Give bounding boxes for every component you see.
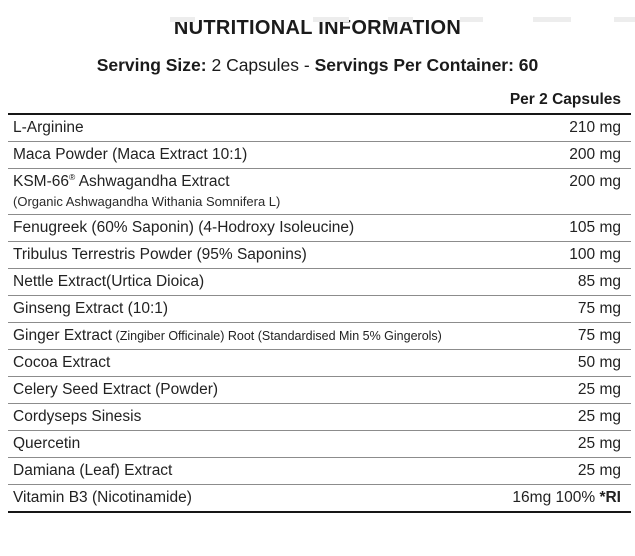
ingredient-name: Nettle Extract(Urtica Dioica): [13, 273, 205, 290]
serving-size-value: 2 Capsules -: [211, 55, 315, 75]
table-row: Ginger Extract (Zingiber Officinale) Roo…: [8, 323, 631, 350]
serving-size-label: Serving Size:: [96, 55, 212, 75]
ri-reference: *RI: [599, 489, 621, 506]
table-row: Damiana (Leaf) Extract 25 mg: [8, 458, 631, 485]
ingredient-name: Ginseng Extract (10:1): [13, 300, 169, 317]
table-row: Cocoa Extract 50 mg: [8, 350, 631, 377]
ingredient-name: Cordyseps Sinesis: [13, 408, 142, 425]
ingredient-amount: 16mg 100% *RI: [512, 489, 621, 506]
table-row: L-Arginine 210 mg: [8, 115, 631, 142]
ingredient-name: Celery Seed Extract (Powder): [13, 381, 219, 398]
column-header-per-2-capsules: Per 2 Capsules: [8, 91, 631, 115]
table-row: Quercetin 25 mg: [8, 431, 631, 458]
ingredient-name: Fenugreek (60% Saponin) (4-Hodroxy Isole…: [13, 219, 355, 236]
scan-artifact: [313, 17, 349, 22]
table-row: Maca Powder (Maca Extract 10:1) 200 mg: [8, 142, 631, 169]
ingredient-amount: 75 mg: [577, 327, 621, 344]
ingredient-amount: 210 mg: [569, 119, 621, 136]
ingredient-amount: 25 mg: [577, 462, 621, 479]
ingredient-name: Quercetin: [13, 435, 81, 452]
ingredient-name: Cocoa Extract: [13, 354, 111, 371]
ingredient-amount: 25 mg: [577, 381, 621, 398]
ingredient-amount: 50 mg: [577, 354, 621, 371]
ingredient-amount: 200 mg: [569, 173, 621, 190]
ingredient-amount: 200 mg: [569, 146, 621, 163]
ingredient-detail: (Zingiber Officinale) Root (Standardised…: [112, 329, 442, 343]
ingredient-name: Damiana (Leaf) Extract: [13, 462, 173, 479]
table-row: Ginseng Extract (10:1) 75 mg: [8, 296, 631, 323]
ingredient-name: Tribulus Terrestris Powder (95% Saponins…: [13, 246, 307, 263]
ingredient-amount: 25 mg: [577, 435, 621, 452]
ingredient-amount: 75 mg: [577, 300, 621, 317]
serving-info: Serving Size: 2 Capsules - Servings Per …: [0, 55, 635, 76]
scan-artifact: [170, 17, 195, 22]
nutrition-label: { "title": "NUTRITIONAL INFORMATION", "s…: [0, 17, 635, 556]
ingredient-name: Vitamin B3 (Nicotinamide): [13, 489, 192, 506]
registered-trademark-symbol: ®: [69, 171, 76, 182]
table-row: Tribulus Terrestris Powder (95% Saponins…: [8, 242, 631, 269]
table-row: KSM-66® Ashwagandha Extract 200 mg (Orga…: [8, 169, 631, 215]
ingredient-name: L-Arginine: [13, 119, 84, 136]
table-row: Nettle Extract(Urtica Dioica) 85 mg: [8, 269, 631, 296]
ingredient-amount: 100 mg: [569, 246, 621, 263]
nutrition-table: Per 2 Capsules L-Arginine 210 mg Maca Po…: [8, 91, 631, 513]
ingredient-subline: (Organic Ashwagandha Withania Somnifera …: [13, 194, 281, 209]
table-row: Fenugreek (60% Saponin) (4-Hodroxy Isole…: [8, 215, 631, 242]
scan-artifact: [460, 17, 483, 22]
ingredient-amount: 85 mg: [577, 273, 621, 290]
scan-artifact: [533, 17, 571, 22]
ingredient-name: Maca Powder (Maca Extract 10:1): [13, 146, 248, 163]
table-row: Celery Seed Extract (Powder) 25 mg: [8, 377, 631, 404]
ingredient-name: Ginger Extract (Zingiber Officinale) Roo…: [13, 327, 442, 344]
ingredient-name: KSM-66® Ashwagandha Extract: [13, 171, 230, 190]
page-title: NUTRITIONAL INFORMATION: [173, 17, 462, 39]
table-row: Cordyseps Sinesis 25 mg: [8, 404, 631, 431]
ingredient-amount: 105 mg: [569, 219, 621, 236]
ingredient-amount: 25 mg: [577, 408, 621, 425]
scan-artifact: [614, 17, 635, 22]
servings-per-container: Servings Per Container: 60: [314, 55, 539, 75]
scan-artifact: [388, 17, 413, 22]
table-row: Vitamin B3 (Nicotinamide) 16mg 100% *RI: [8, 485, 631, 513]
